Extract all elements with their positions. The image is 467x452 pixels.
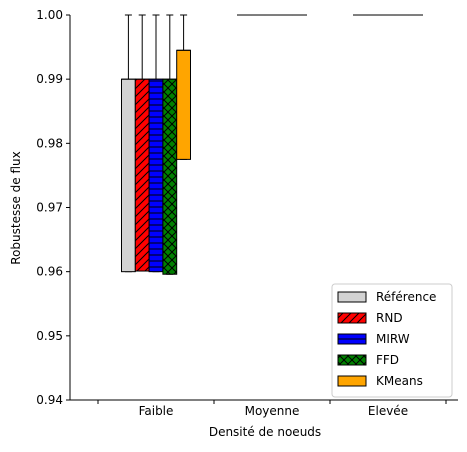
box-hatch xyxy=(135,79,149,271)
legend-label: RND xyxy=(376,311,403,325)
x-tick-label: Elevée xyxy=(368,404,408,418)
y-tick-label: 0.96 xyxy=(36,265,63,279)
legend-label: FFD xyxy=(376,353,399,367)
legend-label: MIRW xyxy=(376,332,410,346)
legend-swatch-hatch xyxy=(338,313,366,323)
legend-item-0: Référence xyxy=(338,290,436,304)
legend-label: KMeans xyxy=(376,374,423,388)
x-axis-label: Densité de noeuds xyxy=(209,425,321,439)
box-3-0 xyxy=(163,15,177,274)
legend-item-4: KMeans xyxy=(338,374,423,388)
box-body xyxy=(177,50,191,159)
box-4-0 xyxy=(177,15,191,159)
y-tick-label: 1.00 xyxy=(36,8,63,22)
box-hatch xyxy=(163,79,177,274)
box-1-0 xyxy=(135,15,149,271)
legend-label: Référence xyxy=(376,290,436,304)
y-tick-label: 0.94 xyxy=(36,393,63,407)
x-tick-label: Moyenne xyxy=(245,404,300,418)
box-0-0 xyxy=(122,15,136,272)
legend-swatch-hatch xyxy=(338,355,366,365)
box-body xyxy=(122,79,136,272)
y-tick-label: 0.98 xyxy=(36,136,63,150)
y-tick-label: 0.95 xyxy=(36,329,63,343)
y-axis-label: Robustesse de flux xyxy=(9,151,23,264)
y-tick-label: 0.99 xyxy=(36,72,63,86)
y-tick-label: 0.97 xyxy=(36,201,63,215)
legend-swatch-hatch xyxy=(338,334,366,344)
legend: Référence RND MIRW FFD KMeans xyxy=(332,284,452,397)
legend-swatch xyxy=(338,292,366,302)
x-tick-label: Faible xyxy=(139,404,174,418)
box-2-0 xyxy=(149,15,163,272)
box-hatch xyxy=(149,79,163,272)
legend-swatch xyxy=(338,376,366,386)
